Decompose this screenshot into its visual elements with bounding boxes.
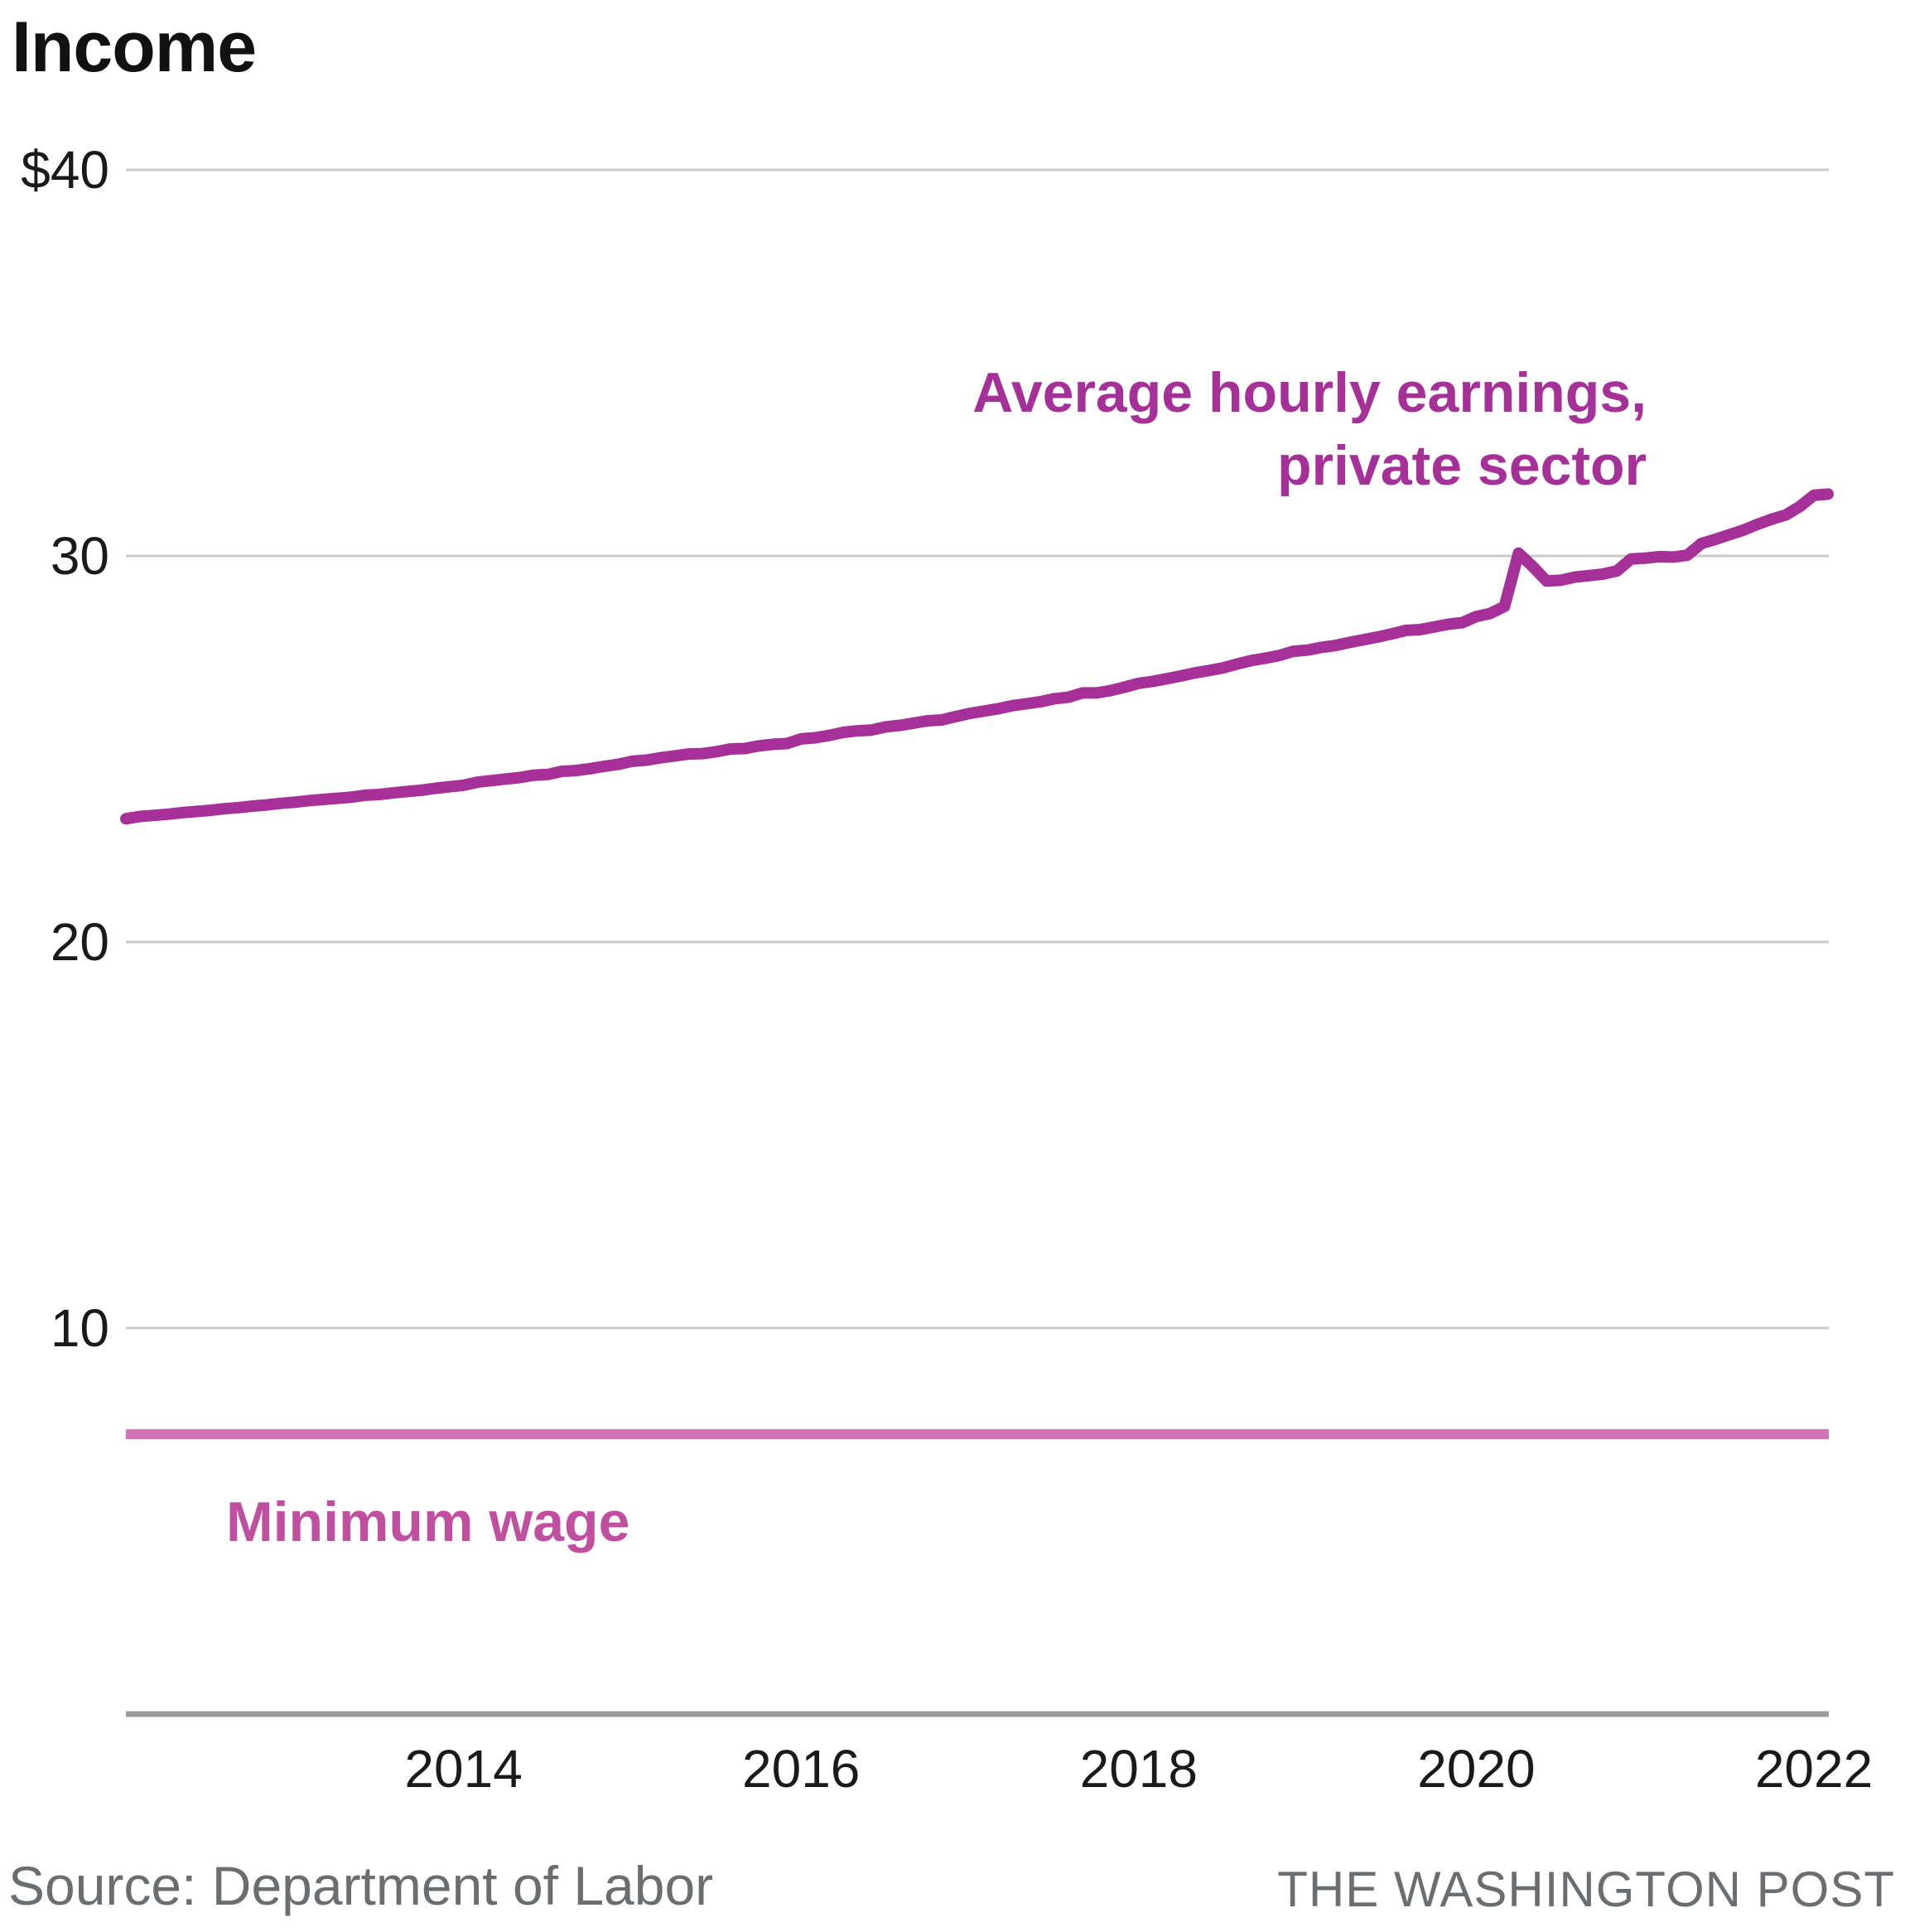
x-tick-label-2022: 2022 (1754, 1739, 1874, 1799)
y-tick-label-40: $40 (21, 140, 109, 200)
y-tick-label-10: 10 (50, 1298, 109, 1358)
publisher-attribution: THE WASHINGTON POST (1277, 1862, 1895, 1917)
y-tick-label-30: 30 (50, 526, 109, 586)
earnings-series-label: Average hourly earnings, private sector (972, 356, 1647, 502)
source-credit: Source: Department of Labor (8, 1855, 714, 1916)
x-tick-label-2014: 2014 (404, 1739, 523, 1799)
x-tick-label-2020: 2020 (1417, 1739, 1536, 1799)
x-tick-label-2018: 2018 (1079, 1739, 1198, 1799)
earnings-series-label-line1: Average hourly earnings, (972, 361, 1647, 424)
y-tick-label-20: 20 (50, 912, 109, 972)
earnings-series-label-line2: private sector (1277, 434, 1647, 497)
chart-title: Income (12, 7, 257, 87)
x-tick-label-2016: 2016 (742, 1739, 861, 1799)
minimum-wage-series-label: Minimum wage (226, 1490, 630, 1553)
average-hourly-earnings-line (120, 488, 1834, 825)
